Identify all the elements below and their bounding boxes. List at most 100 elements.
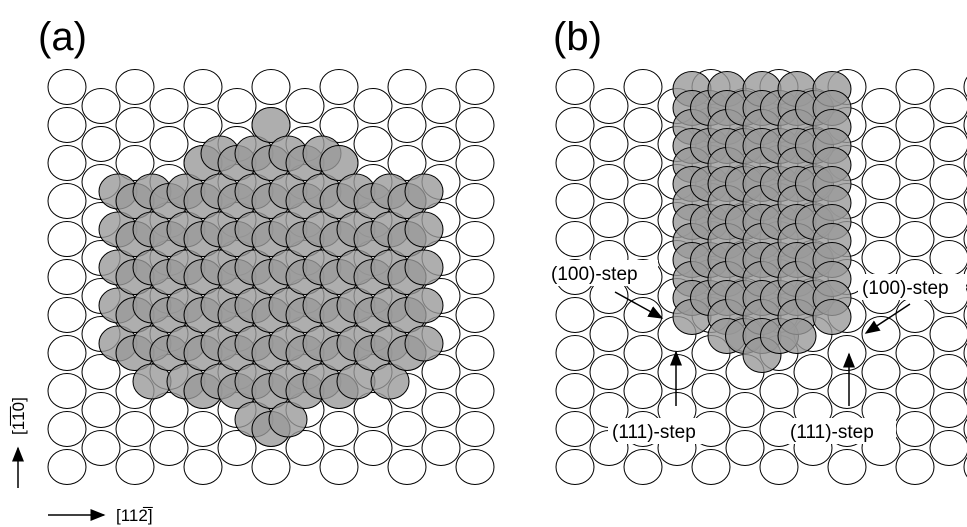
substrate-atom: [930, 393, 967, 428]
substrate-atom: [624, 374, 662, 409]
substrate-atom: [896, 70, 934, 105]
annotation: (100)-step: [551, 264, 638, 285]
substrate-atom: [184, 450, 222, 485]
substrate-atom: [82, 89, 120, 124]
substrate-atom: [556, 184, 594, 219]
substrate-atom: [354, 431, 392, 466]
substrate-atom: [590, 127, 628, 162]
substrate-atom: [48, 450, 86, 485]
substrate-atom: [456, 70, 494, 105]
substrate-atom: [252, 450, 290, 485]
substrate-atom: [556, 108, 594, 143]
adatom: [405, 288, 443, 323]
substrate-atom: [422, 89, 460, 124]
substrate-atom: [48, 108, 86, 143]
substrate-atom: [48, 412, 86, 447]
substrate-atom: [556, 450, 594, 485]
substrate-atom: [930, 355, 967, 390]
substrate-atom: [48, 70, 86, 105]
substrate-atom: [388, 412, 426, 447]
substrate-atom: [82, 127, 120, 162]
substrate-atom: [184, 70, 222, 105]
substrate-atom: [456, 298, 494, 333]
substrate-atom: [862, 89, 900, 124]
substrate-atom: [896, 374, 934, 409]
substrate-atom: [930, 317, 967, 352]
substrate-atom: [48, 184, 86, 219]
substrate-atom: [624, 336, 662, 371]
substrate-atom: [48, 222, 86, 257]
substrate-atom: [896, 222, 934, 257]
substrate-atom: [116, 108, 154, 143]
substrate-atom: [624, 70, 662, 105]
substrate-atom: [828, 336, 866, 371]
substrate-atom: [794, 355, 832, 390]
substrate-atom: [82, 431, 120, 466]
substrate-atom: [692, 374, 730, 409]
substrate-atom: [692, 450, 730, 485]
substrate-atom: [422, 393, 460, 428]
annotation: (111)-step: [612, 422, 696, 443]
substrate-atom: [218, 89, 256, 124]
substrate-atom: [862, 355, 900, 390]
substrate-atom: [252, 70, 290, 105]
substrate-atom: [320, 70, 358, 105]
substrate-atom: [456, 146, 494, 181]
substrate-atom: [456, 260, 494, 295]
adatom: [405, 174, 443, 209]
substrate-atom: [556, 336, 594, 371]
substrate-atom: [624, 184, 662, 219]
adatom: [405, 326, 443, 361]
substrate-atom: [556, 222, 594, 257]
substrate-atom: [116, 450, 154, 485]
substrate-atom: [388, 70, 426, 105]
adatom: [405, 212, 443, 247]
substrate-atom: [930, 165, 967, 200]
substrate-atom: [862, 203, 900, 238]
figure: (a) (b) (100)-step (100)-step (111)-step…: [0, 0, 967, 527]
substrate-atom: [726, 393, 764, 428]
adatom: [405, 250, 443, 285]
substrate-atom: [896, 336, 934, 371]
adatom: [813, 300, 851, 335]
substrate-atom: [590, 317, 628, 352]
substrate-atom: [930, 127, 967, 162]
adatom: [778, 319, 816, 354]
annotation: (111)-step: [790, 422, 874, 443]
substrate-atom: [150, 89, 188, 124]
substrate-atom: [896, 146, 934, 181]
substrate-atom: [556, 374, 594, 409]
substrate-atom: [388, 450, 426, 485]
panel-label: (b): [553, 15, 602, 59]
substrate-atom: [184, 412, 222, 447]
substrate-atom: [624, 222, 662, 257]
substrate-atom: [930, 431, 967, 466]
substrate-atom: [862, 165, 900, 200]
substrate-atom: [82, 393, 120, 428]
substrate-atom: [150, 431, 188, 466]
substrate-atom: [456, 222, 494, 257]
substrate-atom: [422, 431, 460, 466]
substrate-atom: [48, 336, 86, 371]
substrate-atom: [726, 431, 764, 466]
substrate-atom: [760, 450, 798, 485]
substrate-atom: [48, 298, 86, 333]
substrate-atom: [760, 374, 798, 409]
substrate-atom: [456, 184, 494, 219]
substrate-atom: [48, 374, 86, 409]
substrate-atom: [456, 374, 494, 409]
substrate-atom: [896, 298, 934, 333]
panel-label: (a): [38, 15, 87, 59]
substrate-atom: [862, 317, 900, 352]
substrate-atom: [658, 355, 696, 390]
substrate-atom: [862, 127, 900, 162]
substrate-atom: [896, 184, 934, 219]
substrate-atom: [116, 70, 154, 105]
substrate-atom: [624, 146, 662, 181]
substrate-atom: [590, 203, 628, 238]
annotation: (100)-step: [862, 278, 949, 299]
substrate-atom: [828, 374, 866, 409]
substrate-atom: [354, 89, 392, 124]
axis-label: [112̅]: [116, 506, 153, 525]
substrate-atom: [456, 450, 494, 485]
